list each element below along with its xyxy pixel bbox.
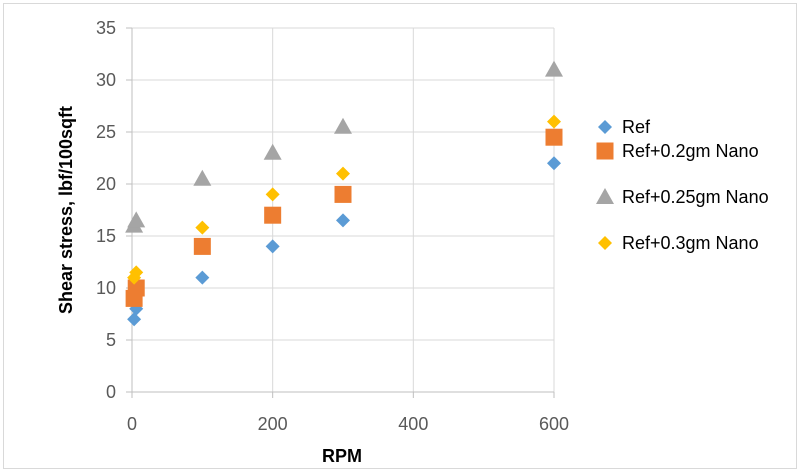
- data-point: [265, 239, 280, 254]
- y-tick-labels: 0 5 10 15 20 25 30 35: [96, 18, 116, 402]
- x-tick-label: 600: [539, 414, 569, 434]
- data-point: [193, 169, 212, 186]
- y-axis-title: Shear stress, lbf/100sqft: [56, 106, 76, 314]
- data-point: [334, 185, 352, 203]
- y-tick-label: 25: [96, 122, 116, 142]
- y-tick-label: 0: [106, 382, 116, 402]
- x-tick-labels: 0 200 400 600: [127, 414, 569, 434]
- data-point: [127, 279, 145, 297]
- series-4: [127, 114, 561, 285]
- y-tick-label: 15: [96, 226, 116, 246]
- legend-marker: [598, 236, 612, 250]
- axes: [126, 27, 555, 398]
- legend-marker: [596, 188, 614, 204]
- legend-label: Ref+0.25gm Nano: [622, 187, 769, 207]
- data-point: [336, 213, 350, 228]
- x-tick-label: 400: [398, 414, 428, 434]
- grid: [132, 27, 555, 392]
- y-tick-label: 30: [96, 70, 116, 90]
- data-point: [263, 143, 282, 160]
- data-point: [547, 114, 561, 129]
- data-point: [336, 166, 350, 181]
- data-point: [195, 270, 210, 285]
- data-point: [127, 312, 142, 327]
- legend-label: Ref: [622, 117, 651, 137]
- y-tick-label: 35: [96, 18, 116, 38]
- legend-marker: [598, 120, 612, 134]
- x-tick-label: 200: [258, 414, 288, 434]
- x-tick-label: 0: [127, 414, 137, 434]
- series-3: [125, 60, 563, 233]
- series-2: [125, 128, 563, 307]
- series-1: [127, 156, 561, 327]
- y-tick-label: 5: [106, 330, 116, 350]
- y-tick-label: 20: [96, 174, 116, 194]
- data-point: [195, 220, 210, 235]
- data-point: [129, 265, 144, 280]
- legend-label: Ref+0.3gm Nano: [622, 233, 759, 253]
- x-axis-title: RPM: [322, 446, 362, 466]
- legend-label: Ref+0.2gm Nano: [622, 141, 759, 161]
- data-point: [334, 117, 352, 134]
- data-point: [545, 128, 563, 146]
- legend: Ref Ref+0.2gm Nano Ref+0.25gm Nano Ref+0.3g…: [596, 117, 769, 253]
- data-point: [545, 60, 563, 77]
- data-point: [193, 237, 211, 255]
- data-point: [127, 211, 146, 228]
- data-point: [265, 187, 280, 202]
- data-point: [547, 156, 561, 171]
- data-points: [125, 60, 563, 327]
- data-point: [264, 206, 282, 224]
- y-tick-label: 10: [96, 278, 116, 298]
- legend-marker: [596, 142, 614, 160]
